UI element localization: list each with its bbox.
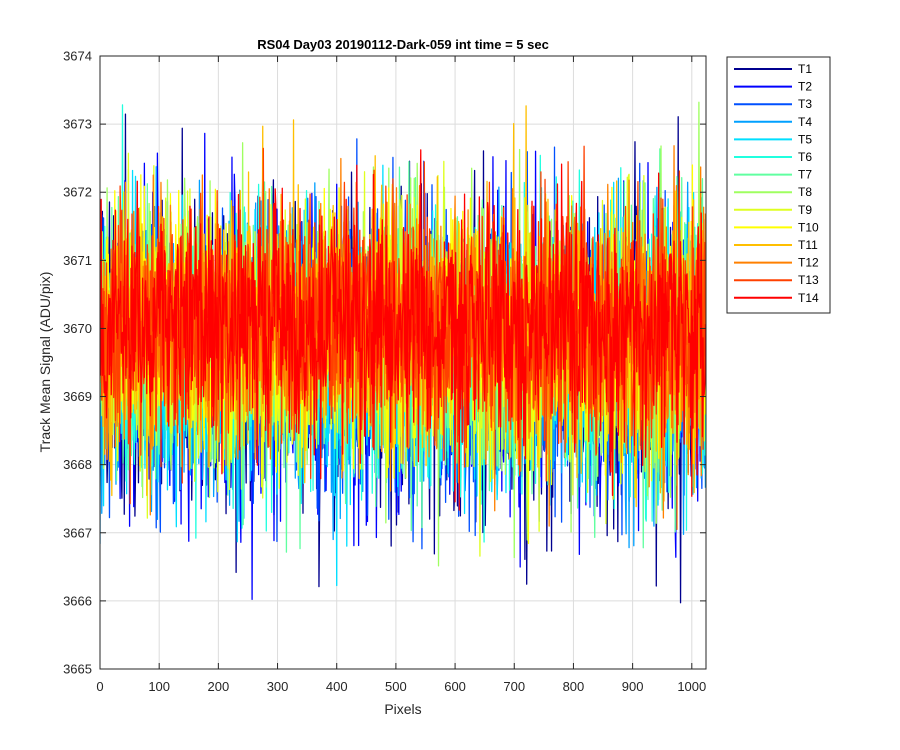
series-lines	[100, 101, 706, 604]
legend-label-t13: T13	[798, 273, 819, 287]
y-axis-ticks: 3665 3666 3667 3668 3669 3670 3671 3672 3673 3674	[63, 49, 706, 677]
x-tick-label: 1000	[677, 679, 706, 694]
x-axis-ticks: 0 100 200 300 400 500 600 700 800 900 1000	[96, 56, 706, 694]
x-tick-label: 400	[326, 679, 348, 694]
legend-label-t7: T7	[798, 168, 812, 182]
legend-label-t2: T2	[798, 80, 812, 94]
x-tick-label: 700	[503, 679, 525, 694]
legend-box	[726, 56, 831, 314]
x-tick-label: 500	[385, 679, 407, 694]
legend-label-t10: T10	[798, 220, 819, 234]
y-tick-label: 3670	[63, 321, 92, 336]
y-tick-label: 3673	[63, 117, 92, 132]
x-tick-label: 200	[208, 679, 230, 694]
y-tick-label: 3668	[63, 457, 92, 472]
legend-label-t3: T3	[798, 97, 812, 111]
y-tick-label: 3666	[63, 593, 92, 608]
legend-label-t8: T8	[798, 185, 812, 199]
y-tick-label: 3674	[63, 49, 92, 64]
x-tick-label: 800	[563, 679, 585, 694]
legend-label-t12: T12	[798, 256, 819, 270]
y-tick-label: 3665	[63, 662, 92, 677]
y-tick-label: 3671	[63, 253, 92, 268]
y-tick-label: 3672	[63, 185, 92, 200]
legend-label-t4: T4	[798, 115, 812, 129]
chart-title: RS04 Day03 20190112-Dark-059 int time = …	[257, 37, 549, 52]
legend-label-t5: T5	[798, 132, 812, 146]
axes-box	[99, 55, 707, 670]
series-line-t14	[100, 149, 706, 511]
x-tick-label: 900	[622, 679, 644, 694]
legend-label-t11: T11	[798, 238, 818, 252]
x-tick-label: 300	[267, 679, 289, 694]
legend-label-t9: T9	[798, 203, 812, 217]
legend: T1 T2 T3 T4 T5 T6 T7 T8 T9 T10 T11 T12 T13 T14	[726, 56, 831, 314]
legend-label-t1: T1	[798, 62, 812, 76]
plot-area: 0 100 200 300 400 500 600 700 800 900 1000 3665366…	[63, 49, 707, 694]
x-axis-label: Pixels	[384, 701, 421, 717]
y-axis-label: Track Mean Signal (ADU/pix)	[37, 272, 53, 453]
x-tick-label: 0	[96, 679, 103, 694]
x-tick-label: 100	[148, 679, 170, 694]
y-tick-label: 3667	[63, 525, 92, 540]
x-tick-label: 600	[444, 679, 466, 694]
y-tick-label: 3669	[63, 389, 92, 404]
legend-label-t14: T14	[798, 291, 819, 305]
legend-label-t6: T6	[798, 150, 812, 164]
